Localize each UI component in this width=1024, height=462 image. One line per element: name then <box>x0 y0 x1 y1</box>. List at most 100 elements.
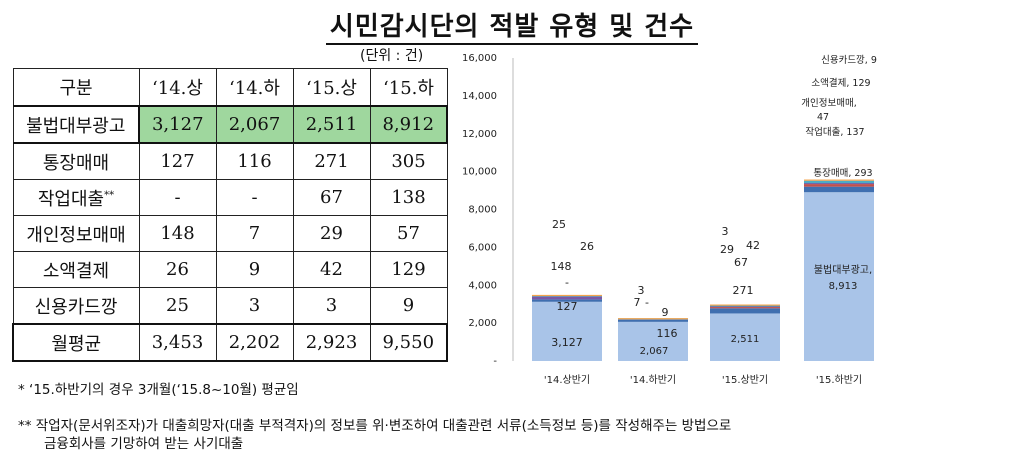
footnote-2: ** 작업자(문서위조자)가 대출희망자(대출 부적격자)의 정보를 위·변조하… <box>18 418 732 434</box>
data-label: 2,067 <box>640 346 669 357</box>
y-tick-label: 16,000 <box>462 53 497 64</box>
page-title: 시민감시단의 적발 유형 및 건수 <box>0 6 1024 45</box>
y-tick-label: 6,000 <box>468 242 497 253</box>
bar-segment <box>804 192 874 361</box>
bar-segment <box>710 305 780 307</box>
table-cell: 3 <box>292 287 371 325</box>
table-row: 소액결제 26 9 42 129 <box>12 251 448 288</box>
row-label: 소액결제 <box>12 251 140 288</box>
data-label: 116 <box>657 327 678 340</box>
table-cell: 67 <box>292 179 371 216</box>
table-cell: 2,923 <box>292 323 371 362</box>
row-label: 신용카드깡 <box>12 287 140 325</box>
bar-segment <box>618 319 688 322</box>
table-header: ‘15.하 <box>369 68 448 107</box>
data-label: 26 <box>580 240 594 253</box>
data-label: 8,913 <box>829 281 858 292</box>
table-cell: 3,453 <box>138 323 217 362</box>
row-label: 월평균 <box>12 323 140 362</box>
bar-segment <box>804 182 874 185</box>
table-row: 통장매매 127 116 271 305 <box>12 142 448 180</box>
data-label: 7 <box>634 296 641 309</box>
table-cell: - <box>215 179 294 216</box>
stacked-bar-chart: - 2,000 4,000 6,000 8,000 10,000 12,000 14,000 1… <box>462 53 877 386</box>
table-cell: 25 <box>138 287 217 325</box>
y-tick-label: 2,000 <box>468 318 497 329</box>
data-label: 42 <box>746 239 760 252</box>
data-label: 29 <box>720 243 734 256</box>
bar-segment <box>710 304 780 306</box>
data-label: 2,511 <box>731 334 760 345</box>
x-tick-label: '14.하반기 <box>630 373 676 386</box>
table-cell: 7 <box>215 215 294 252</box>
table-header: ‘15.상 <box>292 68 371 107</box>
table-cell: 26 <box>138 251 217 288</box>
table-header-row: 구분 ‘14.상 ‘14.하 ‘15.상 ‘15.하 <box>12 68 448 107</box>
data-label: 47 <box>817 112 829 123</box>
table-cell: 9,550 <box>369 323 448 362</box>
table-cell: 271 <box>292 142 371 180</box>
unit-label: (단위 : 건) <box>360 48 424 64</box>
data-label: 9 <box>662 306 669 319</box>
table-header: 구분 <box>12 68 140 107</box>
bar-segment <box>532 299 602 302</box>
x-tick-label: '15.상반기 <box>722 374 768 386</box>
table-cell: 138 <box>369 179 448 216</box>
table-cell: 129 <box>369 251 448 288</box>
bar-segment <box>618 321 688 361</box>
data-label: 67 <box>734 256 748 269</box>
y-tick-label: 12,000 <box>462 129 497 140</box>
table-cell: 305 <box>369 142 448 180</box>
table-total-row: 월평균 3,453 2,202 2,923 9,550 <box>12 323 448 362</box>
data-label: 3 <box>638 284 645 297</box>
bar-segment <box>804 179 874 181</box>
data-label: 소액결제, 129 <box>811 77 870 89</box>
bar-segment <box>804 180 874 184</box>
table-cell: 116 <box>215 142 294 180</box>
row-label: 불법대부광고 <box>12 105 140 144</box>
y-tick-label: - <box>493 356 497 367</box>
data-label: 개인정보매매, <box>801 98 856 109</box>
table-cell: 9 <box>215 251 294 288</box>
table-cell: 2,067 <box>215 105 294 144</box>
table-cell: 57 <box>369 215 448 252</box>
table-cell: 2,202 <box>215 323 294 362</box>
table-row: 불법대부광고 3,127 2,067 2,511 8,912 <box>12 105 448 144</box>
bar-segment <box>532 296 602 300</box>
table-cell: 3,127 <box>138 105 217 144</box>
data-label: 작업대출, 137 <box>805 126 864 138</box>
y-tick-label: 4,000 <box>468 280 497 291</box>
bar-segment <box>710 308 780 314</box>
table-header: ‘14.하 <box>215 68 294 107</box>
bar-segment <box>710 313 780 361</box>
y-tick-label: 14,000 <box>462 91 497 102</box>
x-tick-label: '15.하반기 <box>816 373 862 386</box>
table-cell: 3 <box>215 287 294 325</box>
bar-segment <box>618 318 688 320</box>
stats-table: 구분 ‘14.상 ‘14.하 ‘15.상 ‘15.하 불법대부광고 3,127 … <box>12 68 448 362</box>
table-cell: 2,511 <box>292 105 371 144</box>
data-label: 271 <box>733 284 754 297</box>
footnote-2-continued: 금융회사를 기망하여 받는 사기대출 <box>44 436 244 452</box>
y-tick-label: 10,000 <box>462 167 497 178</box>
row-label: 통장매매 <box>12 142 140 180</box>
row-label: 개인정보매매 <box>12 215 140 252</box>
bar-segment <box>532 294 602 297</box>
table-cell: 127 <box>138 142 217 180</box>
data-label: - <box>645 296 649 309</box>
footnote-1: * ‘15.하반기의 경우 3개월(‘15.8~10월) 평균임 <box>18 382 299 398</box>
data-label: 25 <box>552 218 566 231</box>
data-label: 신용카드깡, 9 <box>821 54 877 66</box>
data-label: 불법대부광고, <box>814 264 872 276</box>
table-row: 작업대출** - - 67 138 <box>12 179 448 216</box>
data-label: 148 <box>551 260 572 273</box>
data-label: 3,127 <box>551 336 583 349</box>
y-tick-label: 8,000 <box>468 205 497 216</box>
bar-segment <box>532 301 602 361</box>
table-cell: 9 <box>369 287 448 325</box>
row-label: 작업대출** <box>12 179 140 216</box>
table-cell: 29 <box>292 215 371 252</box>
data-label: 통장매매, 293 <box>813 168 872 179</box>
bar-segment <box>804 186 874 193</box>
table-cell: - <box>138 179 217 216</box>
